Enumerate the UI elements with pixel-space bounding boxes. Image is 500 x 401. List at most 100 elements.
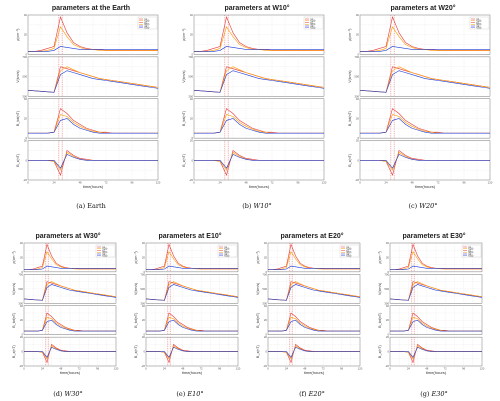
subplot-2: V(km/s) 300 500 700	[348, 55, 491, 98]
x-tick-label: 120	[488, 181, 493, 185]
series-blue-line	[268, 265, 360, 271]
panel-title: parameters at W10°	[224, 4, 289, 12]
y-tick-label: 500	[188, 75, 193, 79]
y-axis-label: V(km/s)	[12, 283, 16, 295]
y-tick-label: 20	[142, 318, 146, 322]
panel-title: parameters at E10°	[158, 232, 221, 240]
y-tick-label: 40	[190, 97, 194, 101]
caption-text: W10°	[254, 202, 272, 210]
legend-label: n2	[102, 248, 105, 252]
legend-label: n1	[310, 17, 313, 21]
y-tick-label: 0	[191, 52, 193, 56]
x-tick-label: 120	[236, 367, 241, 371]
x-tick-label: 0	[145, 367, 147, 371]
y-axis-label: V(km/s)	[256, 283, 260, 295]
x-tick-label: 24	[163, 367, 167, 371]
y-tick-label: 700	[22, 55, 27, 59]
legend-label: n1(t)	[468, 247, 473, 251]
y-tick-label: 20	[142, 255, 146, 259]
y-tick-label: 300	[188, 94, 193, 98]
x-tick-label: 72	[200, 367, 204, 371]
y-tick-label: -20	[19, 364, 23, 368]
y-tick-label: 0	[357, 136, 359, 140]
series-blue-line	[194, 118, 324, 134]
y-tick-label: 0	[265, 333, 267, 337]
series-blue-line	[360, 118, 490, 134]
y-tick-label: 300	[354, 94, 359, 98]
y-tick-label: 300	[22, 94, 27, 98]
x-tick-label: 72	[104, 181, 108, 185]
caption-text: E30°	[431, 390, 448, 398]
legend-label: n1	[224, 245, 227, 249]
x-tick-label: 72	[444, 367, 448, 371]
caption-label: (b)	[242, 202, 253, 210]
y-tick-label: 40	[264, 241, 268, 245]
y-tick-label: 20	[190, 33, 194, 37]
y-tick-label: -20	[263, 364, 267, 368]
series-blue-line	[268, 346, 360, 358]
legend-label: n3	[224, 252, 227, 256]
y-tick-label: 0	[265, 350, 267, 354]
series-blue-line	[360, 46, 490, 52]
x-axis-label: time(hours)	[60, 370, 81, 375]
x-tick-label: 96	[296, 181, 300, 185]
x-tick-label: 24	[218, 181, 222, 185]
y-tick-label: 40	[24, 97, 28, 101]
series-blue-line	[390, 319, 482, 332]
y-axis-label: ρ(cm⁻³)	[182, 29, 186, 41]
x-tick-label: 24	[384, 181, 388, 185]
x-tick-label: 0	[27, 181, 29, 185]
y-tick-label: 20	[190, 116, 194, 120]
y-tick-label: 40	[264, 304, 268, 308]
series-blue-line	[268, 319, 360, 332]
series-blue-line	[27, 70, 159, 93]
y-tick-label: 0	[387, 333, 389, 337]
x-axis-label: time(hours)	[426, 370, 447, 375]
y-tick-label: 20	[386, 255, 390, 259]
series-blue-line	[146, 346, 238, 358]
panel-title: parameters at E20°	[280, 232, 343, 240]
y-tick-label: 0	[357, 158, 359, 162]
subplot-2: V(km/s) 300 500 700	[134, 272, 239, 305]
y-axis-label: B_tot(nT)	[256, 313, 260, 328]
panel-title: parameters at W20°	[390, 4, 455, 12]
y-axis-label: ρ(cm⁻³)	[378, 251, 382, 263]
y-tick-label: 0	[387, 350, 389, 354]
y-tick-label: 0	[21, 270, 23, 274]
x-tick-label: 96	[462, 367, 466, 371]
series-blue-line	[24, 265, 116, 271]
y-tick-label: 40	[142, 241, 146, 245]
legend-label: n2	[346, 248, 349, 252]
x-axis-label: time(hours)	[83, 184, 104, 189]
y-axis-label: B_z(nT)	[134, 345, 138, 358]
subplot-2: V(km/s) 300 500 700	[12, 272, 117, 305]
legend-label: n1(t)	[346, 247, 351, 251]
y-tick-label: 40	[356, 97, 360, 101]
x-tick-label: 48	[244, 181, 248, 185]
legend-label: n2(t)	[476, 22, 481, 26]
y-tick-label: 0	[25, 52, 27, 56]
y-axis-label: ρ(cm⁻³)	[256, 251, 260, 263]
y-tick-label: 0	[143, 350, 145, 354]
x-tick-label: 48	[59, 367, 63, 371]
panel-caption: (g) E30°	[420, 390, 448, 398]
y-tick-label: 20	[20, 335, 24, 339]
series-blue-line	[24, 346, 116, 358]
y-axis-label: ρ(cm⁻³)	[16, 29, 20, 41]
caption-label: (f)	[299, 390, 309, 398]
y-tick-label: 700	[354, 55, 359, 59]
legend-label: n3(t)	[144, 26, 149, 30]
y-tick-label: 20	[264, 318, 268, 322]
y-tick-label: 40	[142, 304, 146, 308]
panel-title: parameters at E30°	[402, 232, 465, 240]
x-tick-label: 0	[389, 367, 391, 371]
x-tick-label: 96	[96, 367, 100, 371]
y-tick-label: 40	[20, 304, 24, 308]
x-axis-label: time(hours)	[304, 370, 325, 375]
